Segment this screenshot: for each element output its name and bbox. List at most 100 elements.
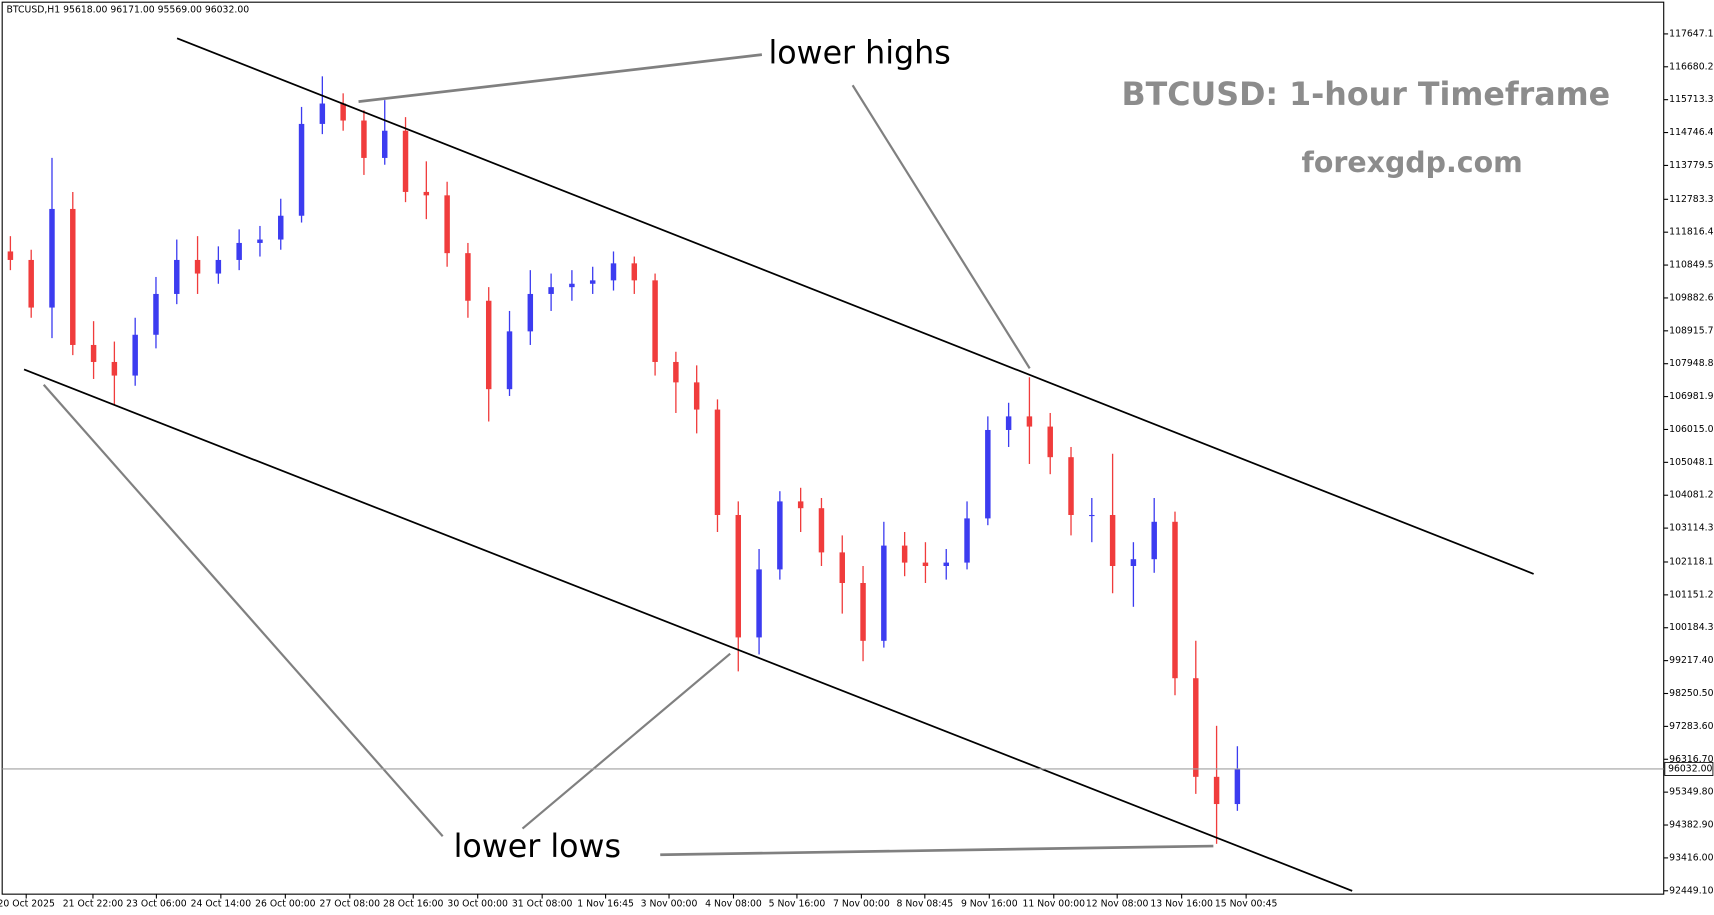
candle-body bbox=[673, 361, 679, 383]
y-tick-label: 99217.40 bbox=[1669, 655, 1713, 666]
candle-body bbox=[527, 293, 534, 332]
x-tick-label: 23 Oct 06:00 bbox=[126, 898, 187, 909]
y-tick-label: 109882.60 bbox=[1669, 292, 1714, 303]
candle-body bbox=[423, 191, 430, 196]
connector bbox=[42, 384, 444, 837]
x-tick-label: 8 Nov 08:45 bbox=[896, 898, 953, 909]
candle-body bbox=[28, 259, 34, 308]
y-tick-label: 108915.70 bbox=[1669, 325, 1714, 336]
x-tick-label: 20 Oct 2025 bbox=[0, 898, 55, 909]
y-tick-label: 104081.20 bbox=[1669, 490, 1714, 501]
candle-body bbox=[402, 130, 409, 192]
y-tick-label: 111816.40 bbox=[1669, 227, 1714, 238]
y-tick-label: 107948.80 bbox=[1669, 358, 1714, 369]
x-tick-label: 4 Nov 08:00 bbox=[705, 898, 762, 909]
current-price-label: 96032.00 bbox=[1668, 763, 1712, 774]
candle-body bbox=[485, 300, 492, 390]
annotation: lower highs bbox=[768, 36, 950, 72]
annotation: lower lows bbox=[454, 829, 621, 865]
x-tick-label: 3 Nov 00:00 bbox=[641, 898, 698, 909]
candle-body bbox=[1005, 416, 1012, 430]
candle-body bbox=[1068, 457, 1074, 515]
x-tick-label: 5 Nov 16:00 bbox=[769, 898, 826, 909]
candle-body bbox=[382, 130, 388, 158]
candle-body bbox=[922, 562, 929, 566]
candle-body bbox=[236, 242, 242, 260]
candle-body bbox=[1089, 514, 1095, 517]
connector bbox=[851, 84, 1031, 369]
candle-body bbox=[548, 287, 554, 294]
x-tick-label: 12 Nov 08:00 bbox=[1086, 898, 1149, 909]
candle-body bbox=[132, 334, 138, 376]
candle-body bbox=[964, 518, 970, 563]
candle-body bbox=[652, 280, 658, 362]
candle-body bbox=[1047, 426, 1053, 458]
x-tick-label: 26 Oct 00:00 bbox=[255, 898, 316, 909]
candle-body bbox=[465, 253, 471, 301]
y-tick-label: 98250.50 bbox=[1669, 688, 1713, 699]
candle-body bbox=[797, 501, 804, 509]
candle-body bbox=[506, 331, 513, 390]
candle-body bbox=[194, 259, 201, 274]
chart-title: BTCUSD: 1-hour Timeframe bbox=[1122, 77, 1611, 113]
candle-body bbox=[1213, 776, 1220, 805]
chart-subtitle: forexgdp.com bbox=[1301, 146, 1522, 179]
connector bbox=[660, 844, 1214, 857]
x-tick-label: 13 Nov 16:00 bbox=[1150, 898, 1213, 909]
y-tick-label: 113779.50 bbox=[1669, 160, 1714, 171]
candle-body bbox=[714, 409, 721, 515]
candle-body bbox=[631, 263, 638, 281]
y-tick-label: 114746.40 bbox=[1669, 127, 1714, 138]
candle-body bbox=[319, 103, 326, 124]
lower-channel-line bbox=[23, 368, 1353, 892]
candle-body bbox=[90, 344, 97, 362]
candle-body bbox=[70, 208, 76, 345]
candle-body bbox=[49, 208, 55, 308]
y-tick-label: 93416.00 bbox=[1669, 852, 1713, 863]
symbol-info: BTCUSD,H1 95618.00 96171.00 95569.00 960… bbox=[7, 4, 250, 15]
candle-body bbox=[111, 361, 118, 376]
y-tick-label: 101151.20 bbox=[1669, 589, 1714, 600]
y-tick-label: 96316.70 bbox=[1669, 754, 1713, 765]
x-tick-label: 1 Nov 16:45 bbox=[577, 898, 634, 909]
candle-body bbox=[1151, 521, 1157, 560]
y-tick-label: 92449.10 bbox=[1669, 885, 1713, 896]
y-tick-label: 94382.90 bbox=[1669, 820, 1713, 831]
y-tick-label: 106981.90 bbox=[1669, 391, 1714, 402]
candle-body bbox=[1026, 416, 1033, 427]
y-tick-label: 117647.10 bbox=[1669, 28, 1714, 39]
candle-body bbox=[818, 508, 825, 553]
candle-body bbox=[1172, 521, 1178, 679]
x-tick-label: 21 Oct 22:00 bbox=[63, 898, 124, 909]
candle-body bbox=[881, 545, 887, 641]
y-tick-label: 110849.50 bbox=[1669, 260, 1714, 271]
candle-body bbox=[589, 280, 596, 284]
candle-body bbox=[943, 562, 949, 566]
candle-body bbox=[756, 569, 762, 638]
candle-body bbox=[693, 382, 700, 410]
x-tick-label: 30 Oct 00:00 bbox=[447, 898, 508, 909]
candle-body bbox=[298, 123, 305, 216]
upper-channel-line bbox=[176, 37, 1534, 575]
candle-body bbox=[7, 251, 14, 260]
x-tick-label: 11 Nov 00:00 bbox=[1022, 898, 1085, 909]
x-tick-label: 27 Oct 08:00 bbox=[320, 898, 381, 909]
candle-body bbox=[1130, 559, 1137, 566]
y-tick-label: 112783.30 bbox=[1669, 194, 1714, 205]
x-tick-label: 7 Nov 00:00 bbox=[833, 898, 890, 909]
candle-body bbox=[361, 120, 367, 158]
candle-body bbox=[340, 103, 346, 121]
y-tick-label: 105048.10 bbox=[1669, 457, 1714, 468]
current-price-box bbox=[1664, 761, 1714, 776]
candle-body bbox=[610, 263, 617, 281]
candle-body bbox=[569, 283, 575, 288]
candle-body bbox=[257, 239, 263, 243]
candle-body bbox=[153, 293, 159, 335]
y-tick-label: 100184.30 bbox=[1669, 622, 1714, 633]
y-tick-label: 95349.80 bbox=[1669, 787, 1713, 798]
x-tick-label: 31 Oct 08:00 bbox=[512, 898, 573, 909]
y-tick-label: 106015.00 bbox=[1669, 424, 1714, 435]
candles bbox=[7, 76, 1241, 844]
